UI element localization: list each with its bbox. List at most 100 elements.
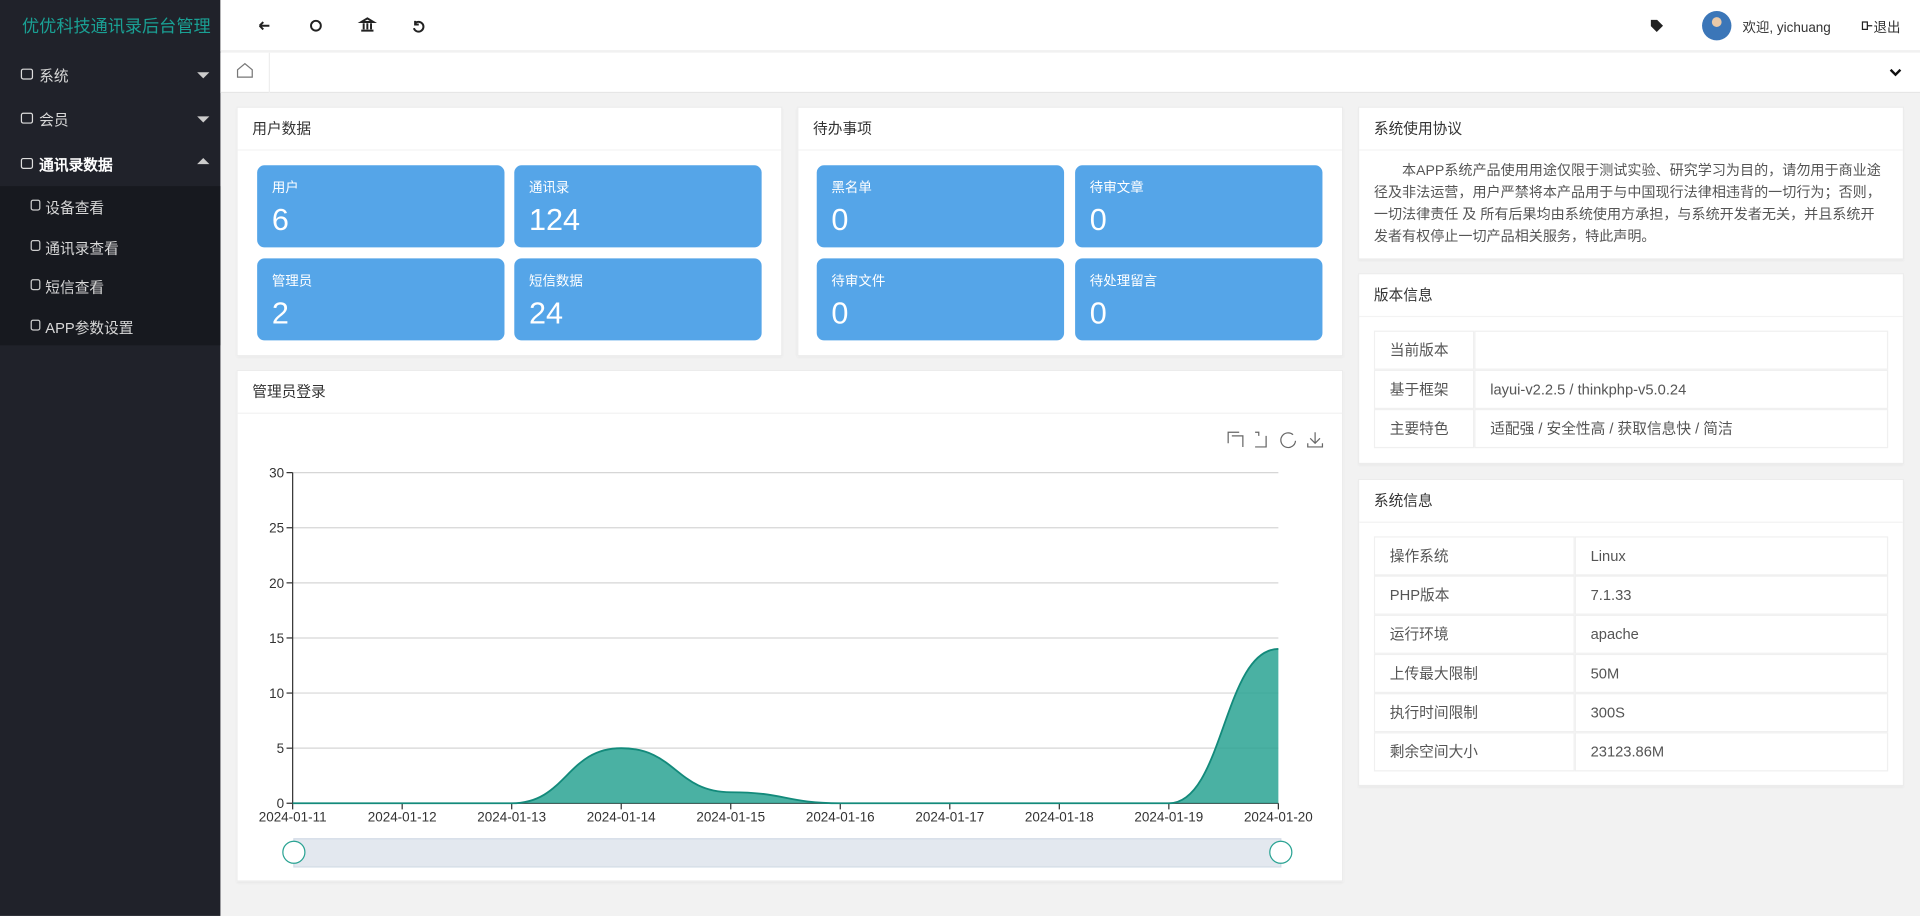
stat-value: 2 [271, 296, 289, 331]
tab-bar [220, 52, 1920, 94]
submenu-label: 短信查看 [45, 279, 105, 297]
tab-icons [236, 52, 1902, 94]
submenu-item[interactable]: 短信查看 [0, 266, 220, 305]
submenu-icon [30, 279, 41, 291]
submenu-label: 通讯录查看 [45, 239, 119, 257]
x-tick-label: 2024-01-20 [1244, 810, 1313, 825]
menu-label: 会员 [39, 111, 69, 129]
stat-card[interactable]: 短信数据 24 [514, 258, 762, 341]
menu-arrow [197, 116, 210, 123]
stat-card[interactable]: 管理员 2 [257, 258, 505, 341]
stat-label: 管理员 [271, 274, 313, 289]
stat-value: 124 [528, 203, 581, 238]
x-tick-label: 2024-01-13 [477, 810, 546, 825]
stat-label: 通讯录 [528, 181, 570, 196]
stat-card[interactable]: 待处理留言 0 [1075, 258, 1323, 341]
stat-value: 0 [831, 296, 849, 331]
zoom-tool[interactable] [1227, 431, 1244, 447]
submenu-item[interactable]: 通讯录查看 [0, 226, 220, 265]
panel-title: 系统使用协议 [1359, 108, 1903, 151]
submenu-icon [30, 199, 41, 211]
table-cell: PHP版本 [1373, 575, 1575, 615]
system-info-panel: 系统信息 操作系统 Linux PHP版本 7.1.33 运行环境 apache 上传最大限… [1357, 478, 1905, 787]
stat-label: 待处理留言 [1089, 274, 1158, 289]
table-cell: 50M [1574, 653, 1889, 694]
table-cell: 基于框架 [1373, 369, 1475, 409]
y-tick-label: 30 [269, 466, 284, 481]
table-cell: 操作系统 [1373, 536, 1575, 576]
submenu-item[interactable]: APP参数设置 [0, 306, 220, 345]
version-panel: 版本信息 当前版本 基于框架 layui-v2.2.5 / thinkphp-v5.… [1357, 273, 1905, 465]
back-icon[interactable] [258, 21, 270, 31]
table-cell: layui-v2.2.5 / thinkphp-v5.0.24 [1474, 369, 1889, 409]
zoom-reset-tool[interactable] [1255, 431, 1267, 448]
menu-icon [20, 68, 34, 80]
agreement-panel: 系统使用协议 本APP系统产品使用用途仅限于测试实验、研究学习为目的，请勿用于商… [1357, 106, 1905, 260]
menu-icon [20, 112, 34, 124]
agreement-text: 本APP系统产品使用用途仅限于测试实验、研究学习为目的，请勿用于商业途径及非法运… [1373, 164, 1881, 245]
chart-title: 管理员登录 [237, 371, 1343, 414]
panel-title: 版本信息 [1359, 274, 1903, 318]
stat-value: 0 [1089, 296, 1107, 331]
home-tab[interactable] [236, 62, 253, 78]
menu-item[interactable]: 系统 [0, 51, 220, 96]
stat-label: 待审文章 [1089, 181, 1144, 196]
table-cell [1474, 330, 1889, 370]
tag-icon[interactable] [1650, 19, 1664, 32]
stat-label: 用户 [271, 181, 299, 196]
submenu-icon [30, 239, 41, 251]
panel-title: 系统信息 [1359, 480, 1903, 523]
topbar: 欢迎, yichuang 退出 [220, 0, 1920, 52]
stat-card[interactable]: 用户 6 [257, 165, 505, 248]
stat-card[interactable]: 黑名单 0 [816, 165, 1065, 248]
y-tick-label: 20 [269, 576, 284, 591]
logout[interactable]: 退出 [1873, 20, 1901, 36]
x-tick-label: 2024-01-17 [915, 810, 984, 825]
x-tick-label: 2024-01-16 [806, 810, 875, 825]
area-fill [292, 648, 1279, 804]
submenu-item[interactable]: 设备查看 [0, 186, 220, 225]
tab-dropdown[interactable] [1889, 68, 1902, 77]
menu-item[interactable]: 会员 [0, 96, 220, 141]
table-cell: 剩余空间大小 [1373, 732, 1575, 772]
table-cell: 上传最大限制 [1373, 653, 1575, 694]
x-tick-label: 2024-01-19 [1134, 810, 1203, 825]
avatar-face [1711, 17, 1722, 27]
app-title: 优优科技通讯录后台管理 [22, 15, 211, 36]
restore-tool[interactable] [1280, 432, 1297, 449]
user-data-panel: 用户数据 用户 6 通讯录 124 管理员 2 短信数据 24 [236, 106, 783, 357]
table-cell: 当前版本 [1373, 330, 1475, 370]
stat-value: 6 [271, 203, 289, 238]
topbar-icons [258, 11, 1873, 41]
fullscreen-icon[interactable] [310, 19, 322, 32]
chart-panel: 管理员登录 0 5 10 15 20 25 30 2024-01-11 2024-01-12 20… [236, 369, 1344, 882]
menu-item[interactable]: 通讯录数据 [0, 141, 220, 186]
x-tick-label: 2024-01-12 [368, 810, 437, 825]
zoom-slider[interactable] [293, 838, 1282, 868]
sidebar: 优优科技通讯录后台管理 系统会员通讯录数据设备查看通讯录查看短信查看 APP参数设… [0, 0, 221, 916]
zoom-handle-right[interactable] [1269, 840, 1293, 864]
y-tick-label: 15 [269, 631, 284, 646]
menu-label: 通讯录数据 [39, 156, 113, 174]
table-cell: 执行时间限制 [1373, 693, 1575, 733]
y-tick-label: 0 [277, 796, 284, 811]
logout-icon[interactable] [1861, 21, 1873, 31]
y-tick-label: 10 [269, 686, 284, 701]
submenu-icon [30, 318, 41, 330]
home-icon[interactable] [357, 17, 378, 32]
submenu-label: APP参数设置 [45, 318, 134, 337]
stat-card[interactable]: 待审文件 0 [816, 258, 1065, 341]
refresh-icon[interactable] [412, 20, 425, 33]
table-cell: 7.1.33 [1574, 575, 1889, 615]
x-tick-label: 2024-01-14 [587, 810, 656, 825]
save-tool[interactable] [1307, 432, 1324, 448]
stat-card[interactable]: 通讯录 124 [514, 165, 762, 248]
area-line [292, 648, 1279, 805]
stat-label: 黑名单 [831, 181, 872, 196]
stat-card[interactable]: 待审文章 0 [1075, 165, 1323, 248]
stat-value: 24 [528, 296, 564, 331]
x-tick-label: 2024-01-11 [259, 810, 327, 825]
welcome[interactable]: 欢迎, yichuang [1742, 20, 1831, 36]
zoom-handle-left[interactable] [282, 840, 306, 864]
